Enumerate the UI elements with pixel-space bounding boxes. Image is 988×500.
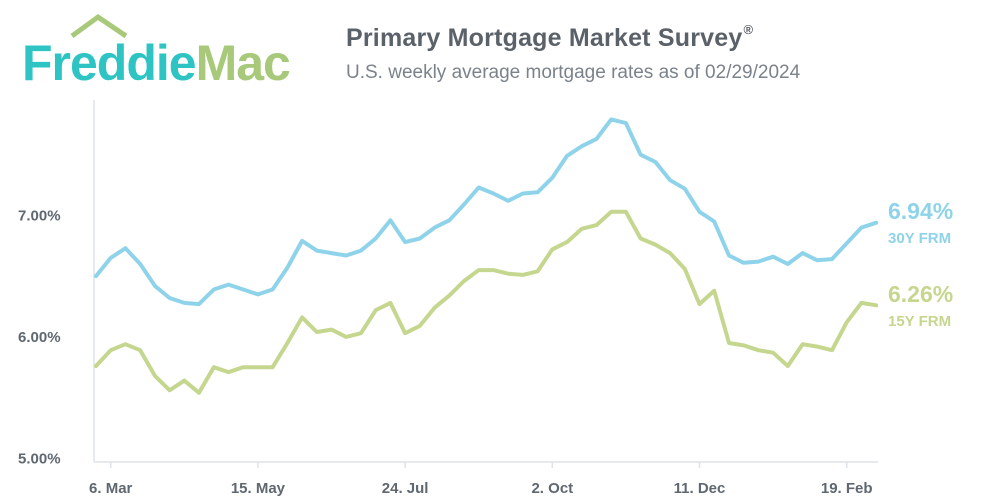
x-tick-label: 15. May [231,480,286,497]
y-tick-label: 7.00% [18,207,61,224]
x-tick-label: 6. Mar [89,480,133,497]
end-name-15y-frm: 15Y FRM [888,313,951,330]
end-value-30y-frm: 6.94% [888,198,953,224]
registered-mark: ® [743,22,754,37]
page-title: Primary Mortgage Market Survey® [346,22,754,52]
freddie-mac-logo: FreddieMac [22,12,322,92]
x-tick-label: 2. Oct [531,480,573,497]
end-value-15y-frm: 6.26% [888,281,953,307]
x-tick-label: 11. Dec [674,480,726,497]
svg-text:FreddieMac: FreddieMac [22,35,290,91]
logo-word-mac: Mac [196,35,290,91]
y-tick-label: 6.00% [18,329,61,346]
end-name-30y-frm: 30Y FRM [888,230,951,247]
logo-word-freddie: Freddie [22,35,196,91]
page-subtitle: U.S. weekly average mortgage rates as of… [346,62,801,83]
x-tick-label: 19. Feb [821,480,873,497]
series-line-30y-frm [94,117,879,307]
series-line-15y-frm [94,209,879,395]
x-tick-label: 24. Jul [382,480,429,497]
y-tick-label: 5.00% [18,450,61,467]
